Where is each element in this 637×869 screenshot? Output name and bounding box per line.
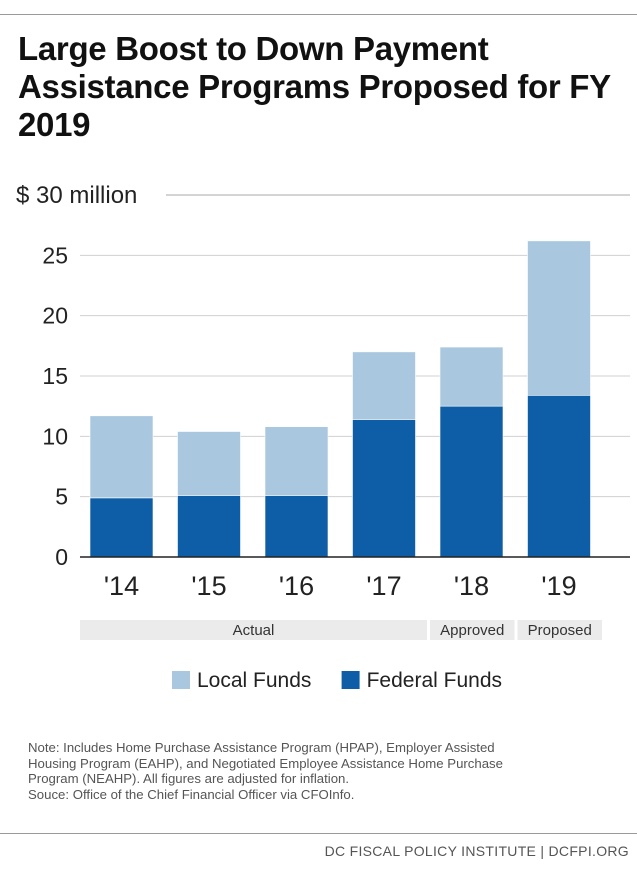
bar-federal-funds bbox=[527, 395, 591, 558]
bar-local-funds bbox=[177, 431, 241, 496]
y-tick-label: 25 bbox=[42, 242, 68, 268]
bar-federal-funds bbox=[352, 419, 416, 558]
bar-local-funds bbox=[264, 426, 329, 496]
note-line: Note: Includes Home Purchase Assistance … bbox=[28, 740, 495, 755]
y-tick-label: 5 bbox=[55, 484, 68, 510]
y-tick-label: 0 bbox=[55, 544, 68, 570]
bar-federal-funds bbox=[439, 405, 504, 558]
bar-federal-funds bbox=[264, 495, 329, 558]
note-line: Program (NEAHP). All figures are adjuste… bbox=[28, 771, 350, 786]
period-band bbox=[80, 620, 427, 640]
chart-title: Large Boost to Down Payment Assistance P… bbox=[18, 30, 611, 143]
x-tick-label: '14 bbox=[104, 571, 139, 601]
source-line: Souce: Office of the Chief Financial Off… bbox=[28, 786, 355, 802]
period-label: Proposed bbox=[528, 622, 592, 639]
bottom-rule bbox=[0, 833, 637, 834]
x-tick-label: '18 bbox=[454, 571, 489, 601]
bar-local-funds bbox=[89, 415, 154, 499]
period-band bbox=[517, 620, 602, 640]
legend-swatch bbox=[341, 671, 360, 689]
bar-federal-funds bbox=[89, 497, 154, 558]
period-label: Actual bbox=[233, 622, 275, 639]
legend-label: Federal Funds bbox=[367, 669, 502, 692]
y-tick-label: 20 bbox=[42, 303, 68, 329]
bar-local-funds bbox=[439, 346, 504, 407]
footer-credit: DC FISCAL POLICY INSTITUTE | DCFPI.ORG bbox=[324, 843, 629, 859]
x-tick-label: '16 bbox=[279, 571, 314, 601]
y-tick-label: 15 bbox=[42, 363, 68, 389]
bar-local-funds bbox=[352, 351, 416, 420]
bar-federal-funds bbox=[177, 495, 241, 558]
period-band bbox=[430, 620, 515, 640]
x-tick-label: '15 bbox=[191, 571, 226, 601]
period-label: Approved bbox=[440, 622, 504, 639]
stacked-bar-chart: $ 30 million 0 5 10 15 20 25 '14 '15 '16 '17 '18 '19… bbox=[16, 182, 630, 692]
y-tick-label: 10 bbox=[42, 423, 68, 449]
chart-note: Note: Includes Home Purchase Assistance … bbox=[28, 740, 628, 802]
unit-label: $ 30 million bbox=[16, 182, 137, 209]
legend-label: Local Funds bbox=[197, 669, 311, 692]
x-tick-label: '19 bbox=[541, 571, 576, 601]
note-line: Housing Program (EAHP), and Negotiated E… bbox=[28, 755, 503, 771]
top-rule bbox=[0, 14, 637, 15]
x-tick-label: '17 bbox=[366, 571, 401, 601]
legend-swatch bbox=[172, 671, 190, 689]
bar-local-funds bbox=[527, 240, 591, 396]
